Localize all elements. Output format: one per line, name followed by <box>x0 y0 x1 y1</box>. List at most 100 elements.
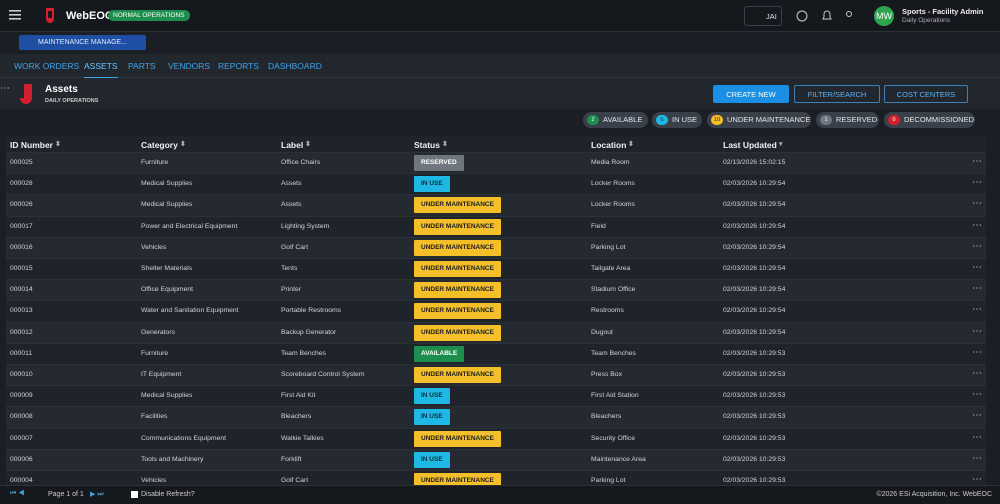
open-tab[interactable]: MAINTENANCE MANAGE... <box>19 35 146 50</box>
row-menu[interactable]: ⋯ <box>972 262 982 273</box>
cell: Vehicles <box>141 477 167 484</box>
column-header[interactable]: Label <box>281 140 304 150</box>
cell: Medical Supplies <box>141 392 193 400</box>
legend-chip[interactable]: 6 IN USE <box>652 112 702 128</box>
column-header[interactable]: ID Number <box>10 140 53 150</box>
table-row[interactable]: 000009 Medical Supplies First Aid Kit IN US… <box>6 385 986 406</box>
nav-link[interactable]: REPORTS <box>218 61 259 71</box>
row-menu[interactable]: ⋯ <box>972 368 982 379</box>
legend-label: RESERVED <box>836 115 878 124</box>
avatar[interactable]: MW <box>874 6 894 26</box>
pager: Page 1 of 1 <box>48 491 84 498</box>
column-header[interactable]: Status <box>414 140 440 150</box>
cell: Maintenance Area <box>591 455 646 463</box>
pager-arrows[interactable]: ⏮ ◀ <box>10 490 25 497</box>
status-badge: UNDER MAINTENANCE <box>414 473 501 485</box>
menu-icon[interactable] <box>9 10 21 20</box>
cell: Team Benches <box>591 349 636 357</box>
row-menu[interactable]: ⋯ <box>972 219 982 231</box>
status-badge: UNDER MAINTENANCE <box>414 218 501 235</box>
nav-link[interactable]: ASSETS <box>84 61 118 79</box>
cell: Field <box>591 222 606 230</box>
table-row[interactable]: 000011 Furniture Team Benches AVAILABLE Team… <box>6 342 986 364</box>
column-header[interactable]: Last Updated <box>723 140 777 150</box>
app-name: WebEOC <box>66 10 113 22</box>
cell: Printer <box>281 286 302 294</box>
cell: Bleachers <box>281 413 312 421</box>
status-badge: RESERVED <box>414 155 464 171</box>
nav-link[interactable]: WORK ORDERS <box>14 61 80 71</box>
row-menu[interactable]: ⋯ <box>972 431 982 443</box>
row-menu[interactable]: ⋯ <box>972 389 982 401</box>
table-row[interactable]: 000013 Water and Sanitation Equipment Port… <box>6 300 986 321</box>
sort-icon: ⬍ <box>442 141 448 148</box>
cell: Power and Electrical Equipment <box>141 222 238 230</box>
status-badge: NORMAL OPERATIONS <box>108 10 190 21</box>
table-row[interactable]: 000028 Medical Supplies Assets IN USE Locker… <box>6 173 986 194</box>
row-menu[interactable]: ⋯ <box>972 177 982 189</box>
status-badge: UNDER MAINTENANCE <box>414 324 501 341</box>
row-menu[interactable]: ⋯ <box>972 325 982 337</box>
legend-chip[interactable]: 1 RESERVED <box>816 112 879 128</box>
table-row[interactable]: 000026 Medical Supplies Assets UNDER MAINTE… <box>6 194 986 216</box>
sort-icon: ⬍ <box>305 141 311 148</box>
table-row[interactable]: 000016 Vehicles Golf Cart UNDER MAINTENANCE… <box>6 236 986 258</box>
action-button[interactable]: FILTER/SEARCH <box>794 85 880 103</box>
cell: Golf Cart <box>281 477 309 484</box>
cell: Team Benches <box>281 349 326 357</box>
action-button[interactable]: CREATE NEW <box>713 85 789 103</box>
cell: 02/03/2026 10:29:54 <box>723 222 786 230</box>
refresh-checkbox[interactable] <box>131 491 138 498</box>
cell: 000015 <box>10 265 33 272</box>
cell: 000016 <box>10 243 33 251</box>
cell: Locker Rooms <box>591 180 635 188</box>
cell: Water and Sanitation Equipment <box>141 307 239 315</box>
row-menu[interactable]: ⋯ <box>972 240 982 252</box>
more-menu[interactable]: ⋯ <box>0 83 10 94</box>
user-name: Sports - Facility Admin <box>902 7 984 16</box>
row-menu[interactable]: ⋯ <box>972 156 982 167</box>
sort-icon: ⬍ <box>55 141 61 148</box>
cell: First Aid Kit <box>281 392 316 400</box>
cell: 02/03/2026 10:29:54 <box>723 286 786 294</box>
nav-link[interactable]: VENDORS <box>168 61 211 71</box>
nav-link[interactable]: PARTS <box>128 61 156 71</box>
cell: Assets <box>281 201 302 209</box>
row-menu[interactable]: ⋯ <box>972 474 982 485</box>
cell: Tools and Machinery <box>141 455 204 463</box>
table-row[interactable]: 000004 Vehicles Golf Cart UNDER MAINTENANCE… <box>6 470 986 485</box>
assets-icon <box>20 84 32 104</box>
row-menu[interactable]: ⋯ <box>972 198 982 210</box>
column-header[interactable]: Location <box>591 140 627 150</box>
legend-chip[interactable]: 2 AVAILABLE <box>583 112 648 128</box>
pager-arrows-next[interactable]: ▶ ⏭ <box>90 491 104 498</box>
action-button[interactable]: COST CENTERS <box>884 85 968 103</box>
legend-chip[interactable]: 10 UNDER MAINTENANCE <box>707 112 811 128</box>
table-row[interactable]: 000010 IT Equipment Scoreboard Control Sys… <box>6 364 986 386</box>
row-menu[interactable]: ⋯ <box>972 304 982 316</box>
cell: Generators <box>141 328 176 336</box>
legend-chip[interactable]: 0 DECOMMISSIONED <box>884 112 975 128</box>
table-row[interactable]: 000012 Generators Backup Generator UNDER MA… <box>6 321 986 343</box>
table-row[interactable]: 000015 Shelter Materials Tents UNDER MAINTE… <box>6 258 986 279</box>
cell: 02/03/2026 10:29:54 <box>723 265 786 272</box>
nav-link[interactable]: DASHBOARD <box>268 61 322 71</box>
cell: Lighting System <box>281 222 330 230</box>
row-menu[interactable]: ⋯ <box>972 410 982 422</box>
row-menu[interactable]: ⋯ <box>972 346 982 358</box>
table-row[interactable]: 000006 Tools and Machinery Forklift IN USE M… <box>6 448 986 470</box>
icons[interactable] <box>796 10 856 22</box>
column-header[interactable]: Category <box>141 140 178 150</box>
table-row[interactable]: 000014 Office Equipment Printer UNDER MAINT… <box>6 279 986 301</box>
row-menu[interactable]: ⋯ <box>972 452 982 464</box>
legend-count: 6 <box>656 115 668 125</box>
cell: Facilities <box>141 413 168 421</box>
table-row[interactable]: 000007 Communications Equipment Walkie Tal… <box>6 427 986 449</box>
table-row[interactable]: 000017 Power and Electrical Equipment Ligh… <box>6 215 986 237</box>
row-menu[interactable]: ⋯ <box>972 283 982 295</box>
cell: 000010 <box>10 371 33 378</box>
cell: Scoreboard Control System <box>281 371 365 378</box>
table-row[interactable]: 000025 Furniture Office Chairs RESERVED Medi… <box>6 152 986 174</box>
jai-button[interactable]: JAI <box>744 6 782 26</box>
table-row[interactable]: 000008 Facilities Bleachers IN USE Bleachers… <box>6 406 986 428</box>
